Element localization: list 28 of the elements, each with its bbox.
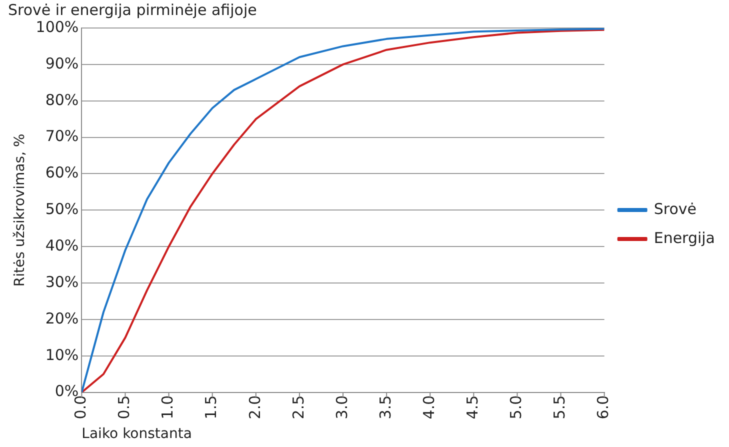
x-tick-label: 3.0 bbox=[332, 395, 351, 420]
x-tick-label: 4.5 bbox=[464, 395, 482, 420]
y-tick-label: 90% bbox=[45, 54, 79, 72]
legend-label: Energija bbox=[654, 228, 716, 247]
x-tick-label: 1.0 bbox=[158, 395, 177, 420]
x-tick-label: 1.5 bbox=[202, 395, 220, 420]
y-tick-label: 100% bbox=[36, 18, 79, 36]
y-tick-label: 50% bbox=[45, 200, 79, 218]
x-tick-label: 5.0 bbox=[507, 395, 526, 420]
y-tick-label: 20% bbox=[45, 309, 79, 328]
y-tick-label: 40% bbox=[45, 236, 79, 254]
y-axis-title: Ritės užsikrovimas, % bbox=[12, 134, 28, 287]
y-tick-label: 60% bbox=[45, 164, 79, 182]
y-tick-label: 30% bbox=[45, 272, 79, 291]
x-tick-label: 2.0 bbox=[246, 395, 264, 420]
x-tick-label: 0.0 bbox=[72, 395, 90, 420]
legend-label: Srovė bbox=[654, 200, 696, 218]
x-tick-label: 6.0 bbox=[594, 395, 612, 420]
chart-title: Srovė ir energija pirminėje afijoje bbox=[8, 0, 257, 19]
x-axis-title: Laiko konstanta bbox=[82, 426, 192, 442]
y-tick-label: 10% bbox=[45, 346, 79, 364]
x-tick-label: 4.0 bbox=[420, 395, 438, 420]
x-tick-label: 0.5 bbox=[115, 395, 134, 420]
y-tick-label: 70% bbox=[45, 127, 79, 146]
x-tick-label: 5.5 bbox=[550, 395, 569, 420]
x-tick-label: 2.5 bbox=[289, 395, 308, 420]
y-tick-label: 80% bbox=[45, 90, 79, 109]
x-tick-label: 3.5 bbox=[376, 395, 394, 420]
